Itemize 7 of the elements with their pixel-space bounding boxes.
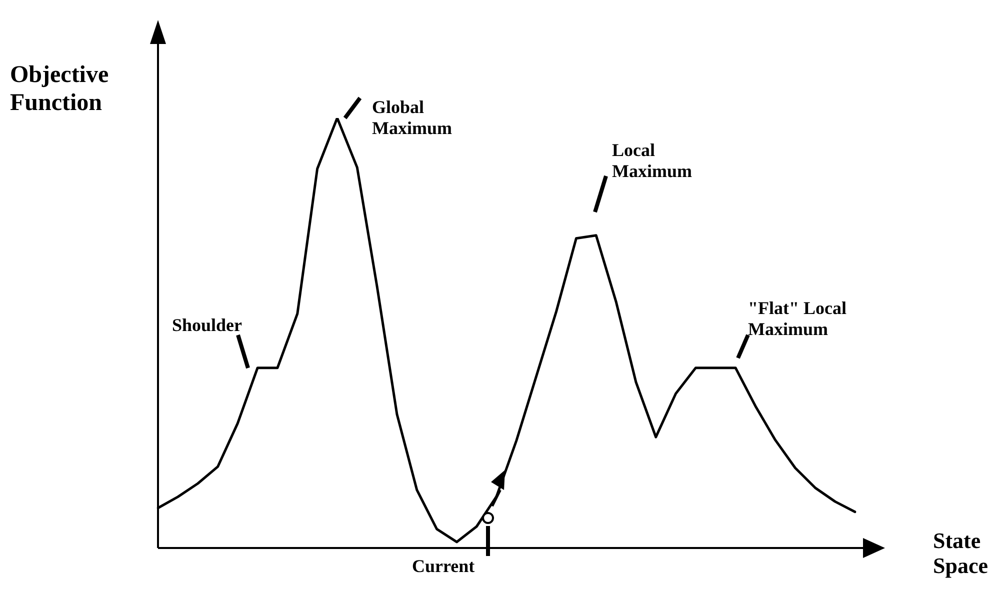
annotation: Global Maximum	[372, 97, 453, 138]
annotation: Local Maximum	[612, 140, 693, 182]
text: Current	[412, 556, 476, 577]
y-axis-title: Objective Function	[10, 62, 110, 118]
x-axis-title: State Space	[933, 528, 989, 579]
annotation: Shoulder	[172, 315, 244, 336]
annotation: "Flat" Local Maximum	[748, 298, 848, 340]
